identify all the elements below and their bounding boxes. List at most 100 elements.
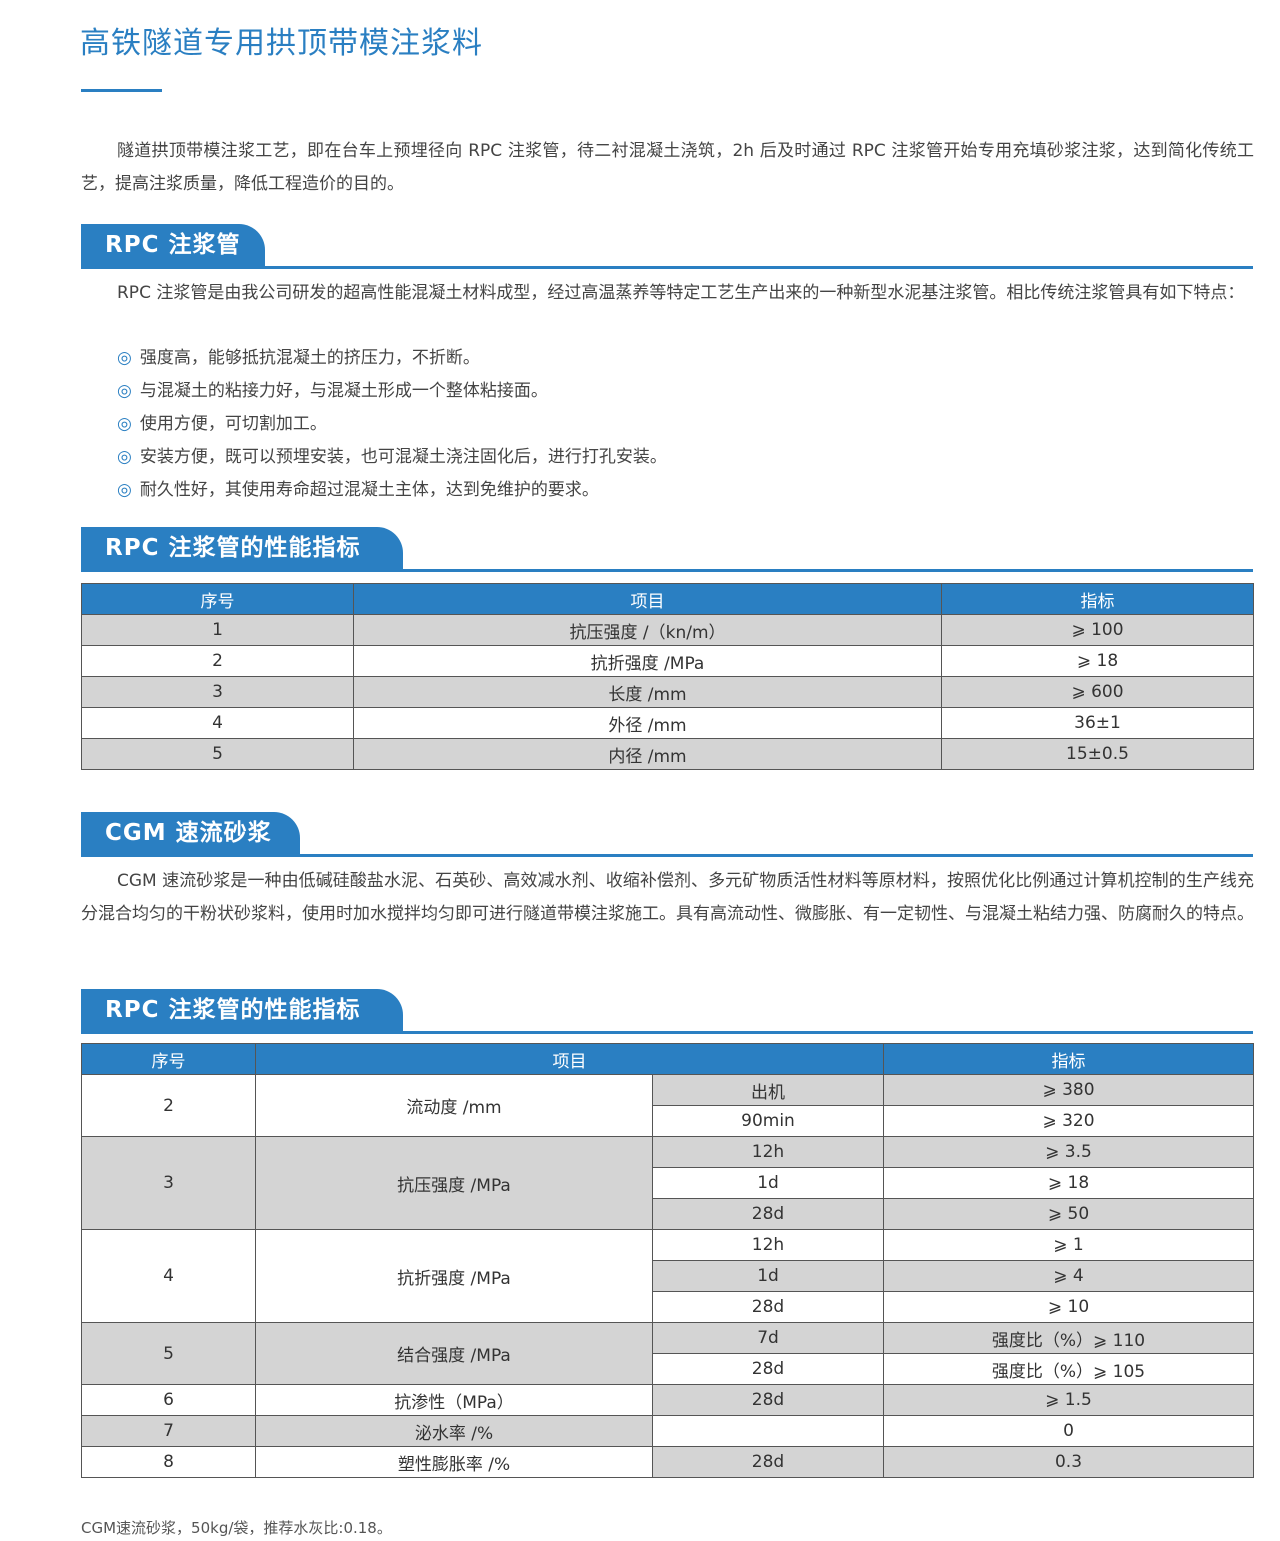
table-cell: 3 [81, 676, 354, 708]
row-condition: 28d [652, 1446, 884, 1478]
bullet-text: 使用方便，可切割加工。 [139, 414, 327, 434]
row-value: ⩾ 1.5 [883, 1384, 1254, 1416]
row-item: 抗折强度 /MPa [255, 1229, 653, 1323]
row-condition: 12h [652, 1136, 884, 1168]
table-cell: 15±0.5 [941, 738, 1254, 770]
cgm-spec-table: 序号 项目 指标 2 流动度 /mm 出机 ⩾ 380 90min ⩾ 320 3 抗压强度 /MP… [81, 1043, 1254, 1478]
column-header: 指标 [941, 583, 1254, 615]
column-header: 序号 [81, 583, 354, 615]
table-cell: 1 [81, 614, 354, 646]
table-row: 90min ⩾ 320 [82, 1105, 1254, 1137]
list-item: ◎ 耐久性好，其使用寿命超过混凝土主体，达到免维护的要求。 [117, 474, 667, 507]
section-title: RPC 注浆管的性能指标 [81, 989, 403, 1031]
table-row: 6 抗渗性（MPa） 28d ⩾ 1.5 [81, 1384, 1254, 1416]
table-row: 1 抗压强度 /（kn/m） ⩾ 100 [81, 614, 1254, 646]
row-item: 结合强度 /MPa [255, 1322, 653, 1385]
row-number: 3 [81, 1136, 256, 1230]
list-item: ◎ 安装方便，既可以预埋安装，也可混凝土浇注固化后，进行打孔安装。 [117, 441, 667, 474]
table-row: 3 长度 /mm ⩾ 600 [81, 676, 1254, 708]
row-number: 2 [81, 1074, 256, 1137]
table-row: 1d ⩾ 18 [82, 1167, 1254, 1199]
section-title: CGM 速流砂浆 [81, 812, 300, 854]
bullet-circle-icon: ◎ [117, 480, 132, 500]
bullet-text: 安装方便，既可以预埋安装，也可混凝土浇注固化后，进行打孔安装。 [139, 447, 667, 467]
row-value: ⩾ 4 [883, 1260, 1254, 1292]
table-row: 28d ⩾ 10 [82, 1291, 1254, 1323]
table-cell: 36±1 [941, 707, 1254, 739]
table-cell: 抗压强度 /（kn/m） [353, 614, 942, 646]
row-number: 7 [81, 1415, 256, 1447]
row-number: 5 [81, 1322, 256, 1385]
bullet-circle-icon: ◎ [117, 381, 132, 401]
row-item: 流动度 /mm [255, 1074, 653, 1137]
row-item: 泌水率 /% [255, 1415, 653, 1447]
row-value: 0 [883, 1415, 1254, 1447]
row-condition: 90min [652, 1105, 884, 1137]
column-header: 指标 [883, 1043, 1254, 1075]
section-cgm-header: CGM 速流砂浆 [81, 812, 1253, 857]
row-value: 强度比（%）⩾ 105 [883, 1353, 1254, 1385]
section-title: RPC 注浆管 [81, 224, 265, 266]
table-row: 4 抗折强度 /MPa 12h ⩾ 1 [81, 1229, 1254, 1323]
list-item: ◎ 与混凝土的粘接力好，与混凝土形成一个整体粘接面。 [117, 375, 667, 408]
row-condition: 28d [652, 1291, 884, 1323]
bullet-text: 强度高，能够抵抗混凝土的挤压力，不折断。 [139, 348, 480, 368]
bullet-circle-icon: ◎ [117, 414, 132, 434]
row-item: 塑性膨胀率 /% [255, 1446, 653, 1478]
bullet-text: 与混凝土的粘接力好，与混凝土形成一个整体粘接面。 [139, 381, 548, 401]
footnote: CGM速流砂浆，50kg/袋，推荐水灰比:0.18。 [81, 1519, 392, 1537]
table-cell: 5 [81, 738, 354, 770]
table-cell: 2 [81, 645, 354, 677]
list-item: ◎ 强度高，能够抵抗混凝土的挤压力，不折断。 [117, 342, 667, 375]
table-row: 2 抗折强度 /MPa ⩾ 18 [81, 645, 1254, 677]
table-header-row: 序号 项目 指标 [81, 1043, 1254, 1075]
bullet-text: 耐久性好，其使用寿命超过混凝土主体，达到免维护的要求。 [139, 480, 599, 500]
table-row: 8 塑性膨胀率 /% 28d 0.3 [81, 1446, 1254, 1478]
table-row: 2 流动度 /mm 出机 ⩾ 380 [81, 1074, 1254, 1137]
row-item: 抗压强度 /MPa [255, 1136, 653, 1230]
row-condition: 1d [652, 1167, 884, 1199]
page-title: 高铁隧道专用拱顶带模注浆料 [80, 26, 483, 61]
row-value: ⩾ 50 [883, 1198, 1254, 1230]
column-header: 项目 [255, 1043, 884, 1075]
table-cell: ⩾ 100 [941, 614, 1254, 646]
table-cell: 内径 /mm [353, 738, 942, 770]
row-number: 8 [81, 1446, 256, 1478]
rpc-feature-list: ◎ 强度高，能够抵抗混凝土的挤压力，不折断。 ◎ 与混凝土的粘接力好，与混凝土形成一个… [117, 342, 667, 507]
title-underline [81, 89, 162, 92]
table-cell: 抗折强度 /MPa [353, 645, 942, 677]
row-condition: 1d [652, 1260, 884, 1292]
table-row: 4 外径 /mm 36±1 [81, 707, 1254, 739]
table-cell: ⩾ 600 [941, 676, 1254, 708]
table-row: 1d ⩾ 4 [82, 1260, 1254, 1292]
bullet-circle-icon: ◎ [117, 447, 132, 467]
column-header: 序号 [81, 1043, 256, 1075]
row-condition: 12h [652, 1229, 884, 1261]
table-row: 28d ⩾ 50 [82, 1198, 1254, 1230]
table-row: 5 内径 /mm 15±0.5 [81, 738, 1254, 770]
table-cell: 长度 /mm [353, 676, 942, 708]
row-condition: 28d [652, 1198, 884, 1230]
rpc-spec-table: 序号 项目 指标 1 抗压强度 /（kn/m） ⩾ 100 2 抗折强度 /MPa ⩾ 18 3 长… [81, 583, 1254, 770]
list-item: ◎ 使用方便，可切割加工。 [117, 408, 667, 441]
row-value: ⩾ 3.5 [883, 1136, 1254, 1168]
row-value: ⩾ 380 [883, 1074, 1254, 1106]
row-number: 6 [81, 1384, 256, 1416]
row-condition [652, 1415, 884, 1447]
row-value: ⩾ 1 [883, 1229, 1254, 1261]
table-row: 7 泌水率 /% 0 [81, 1415, 1254, 1447]
cgm-paragraph: CGM 速流砂浆是一种由低碱硅酸盐水泥、石英砂、高效减水剂、收缩补偿剂、多元矿物… [81, 871, 1254, 924]
table-cell: ⩾ 18 [941, 645, 1254, 677]
row-value: ⩾ 320 [883, 1105, 1254, 1137]
row-value: ⩾ 18 [883, 1167, 1254, 1199]
table-row: 28d 强度比（%）⩾ 105 [82, 1353, 1254, 1385]
column-header: 项目 [353, 583, 942, 615]
rpc-paragraph: RPC 注浆管是由我公司研发的超高性能混凝土材料成型，经过高温蒸养等特定工艺生产… [117, 283, 1245, 303]
table-row: 5 结合强度 /MPa 7d 强度比（%）⩾ 110 [81, 1322, 1254, 1385]
section-cgm-table-header: RPC 注浆管的性能指标 [81, 989, 1253, 1034]
row-item: 抗渗性（MPa） [255, 1384, 653, 1416]
table-cell: 4 [81, 707, 354, 739]
row-condition: 28d [652, 1353, 884, 1385]
row-condition: 7d [652, 1322, 884, 1354]
row-condition: 出机 [652, 1074, 884, 1106]
